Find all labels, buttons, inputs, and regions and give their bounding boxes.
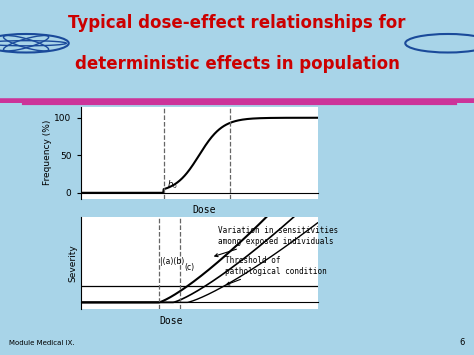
Text: Dose: Dose [159, 316, 182, 326]
Text: Dose: Dose [192, 205, 216, 215]
Text: |(a)(b): |(a)(b) [160, 257, 184, 266]
Text: Threshold of
pathological condition: Threshold of pathological condition [225, 256, 327, 285]
Text: Module Medical IX.: Module Medical IX. [9, 340, 75, 345]
Text: Variation in sensitivities
among exposed individuals: Variation in sensitivities among exposed… [215, 226, 338, 257]
Text: (c): (c) [185, 262, 195, 272]
Text: deterministic effects in population: deterministic effects in population [74, 55, 400, 73]
Y-axis label: Severity: Severity [69, 244, 78, 282]
Text: Typical dose-effect relationships for: Typical dose-effect relationships for [68, 13, 406, 32]
Text: $b_0$: $b_0$ [167, 179, 178, 191]
Y-axis label: Frequency (%): Frequency (%) [43, 120, 52, 185]
Text: 6: 6 [459, 338, 465, 347]
